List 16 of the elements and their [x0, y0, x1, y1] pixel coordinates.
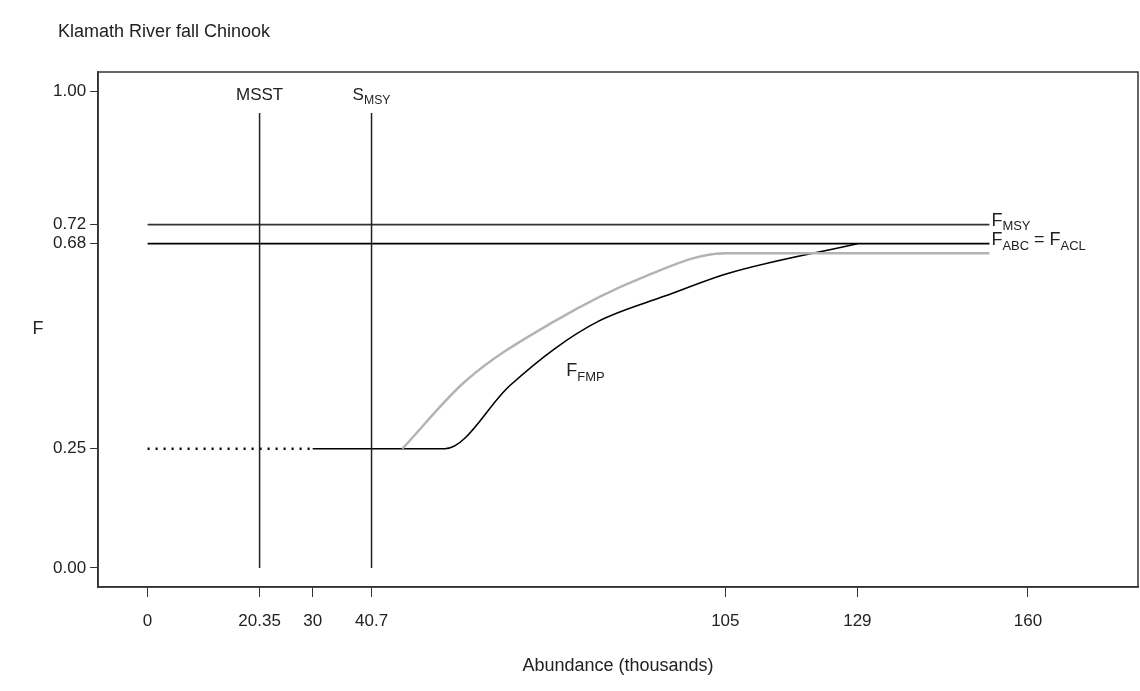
y-axis-title: F: [32, 318, 44, 339]
x-axis-title: Abundance (thousands): [522, 655, 714, 676]
x-tick-label: 129: [843, 610, 872, 630]
x-tick-label: 30: [303, 610, 323, 630]
y-tick-label: 0.25: [52, 438, 87, 458]
x-tick-label: 105: [711, 610, 740, 630]
x-tick-label: 0: [142, 610, 153, 630]
chart-title: Klamath River fall Chinook: [58, 20, 272, 41]
y-tick-label: 0.72: [52, 214, 87, 234]
y-tick-label: 0.00: [52, 557, 87, 577]
y-tick-label: 1.00: [52, 80, 87, 100]
y-tick-label: 0.68: [52, 233, 87, 253]
ref-line-label: MSST: [235, 84, 284, 104]
x-tick-label: 20.35: [238, 610, 281, 630]
x-tick-label: 40.7: [355, 610, 389, 630]
x-tick-label: 160: [1013, 610, 1043, 630]
